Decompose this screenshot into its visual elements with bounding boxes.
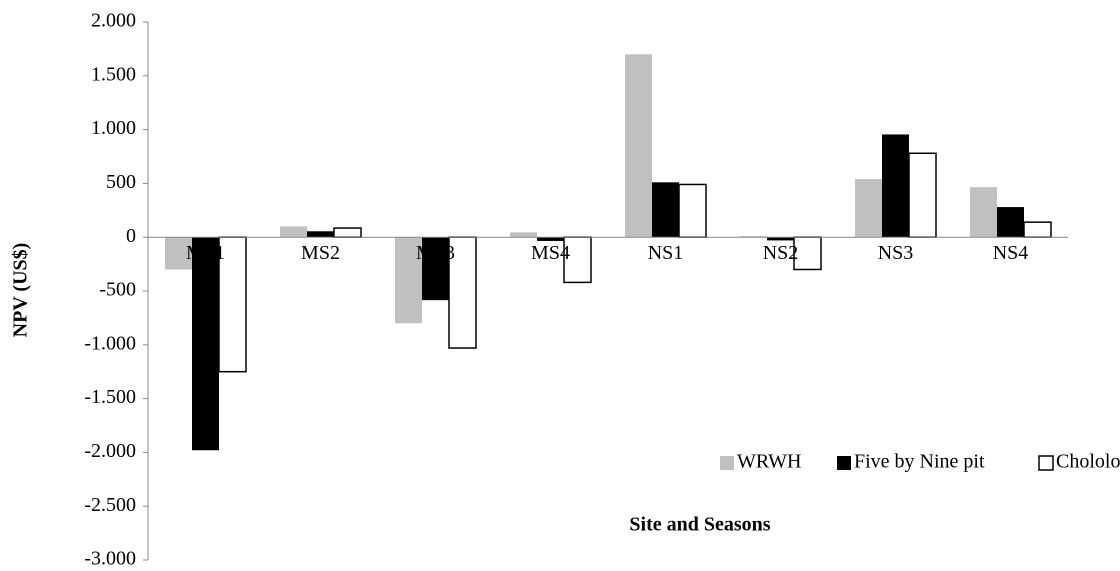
y-tick-label: -2.000 bbox=[84, 440, 136, 462]
bar bbox=[740, 236, 767, 238]
bar bbox=[625, 54, 652, 238]
y-tick-label: 500 bbox=[106, 171, 136, 193]
y-tick-label: -1.500 bbox=[84, 386, 136, 408]
bar bbox=[537, 237, 564, 241]
y-tick-label: 1.000 bbox=[91, 117, 136, 139]
legend-swatch bbox=[837, 456, 851, 470]
x-tick-label: NS4 bbox=[993, 242, 1029, 264]
bar bbox=[510, 232, 537, 238]
bar bbox=[448, 236, 477, 349]
y-tick-label: -2.500 bbox=[84, 494, 136, 516]
bar bbox=[882, 134, 909, 238]
bar bbox=[855, 179, 882, 238]
bar bbox=[333, 227, 362, 238]
x-axis-title: Site and Seasons bbox=[629, 514, 770, 536]
y-tick-label: 1.500 bbox=[91, 63, 136, 85]
bar bbox=[307, 231, 334, 238]
x-tick-label: NS2 bbox=[763, 242, 799, 264]
bar bbox=[218, 236, 247, 373]
bar bbox=[767, 237, 794, 241]
x-tick-label: NS1 bbox=[648, 242, 684, 264]
bar bbox=[165, 237, 192, 270]
bar bbox=[395, 237, 422, 324]
x-tick-label: MS4 bbox=[531, 242, 570, 264]
x-tick-label: MS2 bbox=[301, 242, 340, 264]
legend-swatch bbox=[720, 456, 734, 470]
x-tick-label: MS3 bbox=[416, 242, 455, 264]
y-tick-label: -500 bbox=[99, 279, 136, 301]
y-tick-label: -1.000 bbox=[84, 332, 136, 354]
y-tick-label: 2.000 bbox=[91, 10, 136, 32]
bar bbox=[997, 207, 1024, 238]
x-tick-label: NS3 bbox=[878, 242, 914, 264]
bar bbox=[908, 152, 937, 238]
x-tick-label: MS1 bbox=[186, 242, 225, 264]
bar bbox=[652, 182, 679, 238]
y-axis-title: NPV (US$) bbox=[10, 243, 32, 338]
bar bbox=[280, 226, 307, 238]
legend-label: Chololo pit bbox=[1056, 451, 1120, 473]
y-tick-label: 0 bbox=[126, 225, 136, 247]
bar bbox=[793, 236, 822, 271]
y-tick-label: -3.000 bbox=[84, 548, 136, 570]
bar bbox=[422, 237, 449, 301]
bar bbox=[970, 187, 997, 238]
legend-label: WRWH bbox=[737, 451, 801, 473]
bar bbox=[1023, 221, 1052, 238]
bar bbox=[192, 237, 219, 451]
legend-swatch bbox=[1038, 455, 1054, 471]
legend-label: Five by Nine pit bbox=[854, 451, 985, 473]
bar bbox=[678, 183, 707, 238]
